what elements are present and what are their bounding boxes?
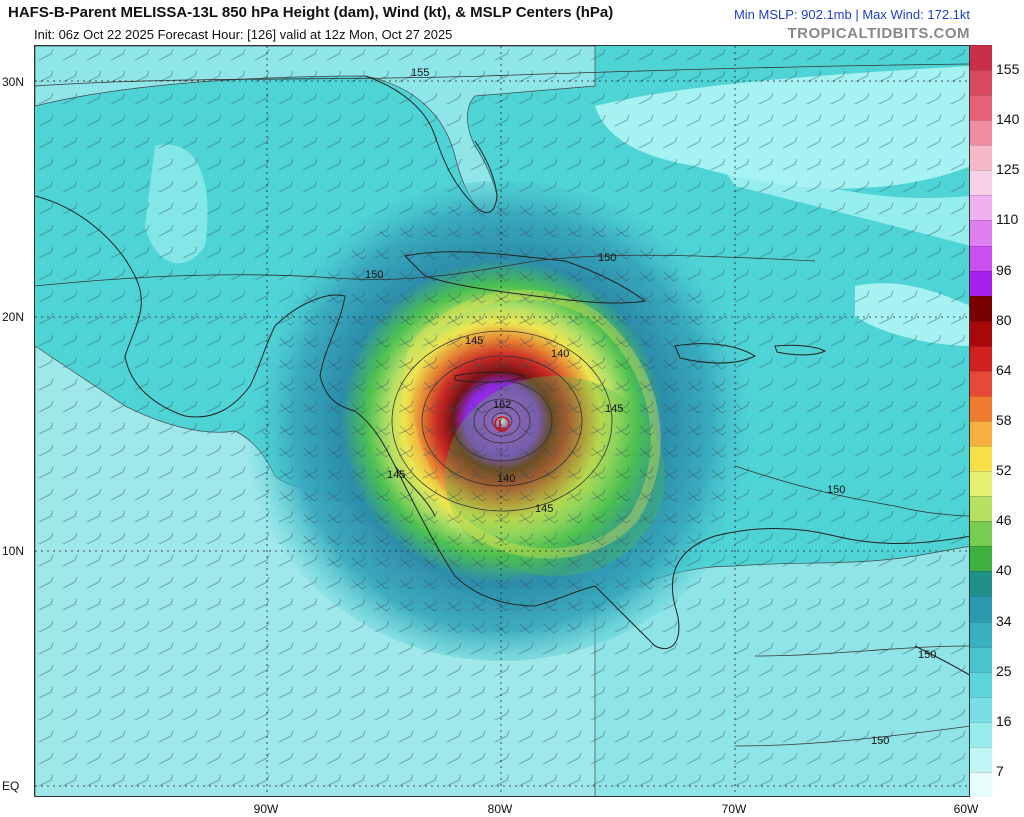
lat-label: EQ	[2, 779, 20, 793]
colorbar-segment	[970, 746, 992, 772]
lon-label: 80W	[487, 802, 513, 816]
contour-label: 140	[551, 348, 569, 360]
contour-label: 145	[465, 335, 483, 347]
lat-label: 20N	[2, 310, 25, 324]
colorbar-segment	[970, 721, 992, 747]
colorbar-segment	[970, 220, 992, 246]
colorbar-label: 40	[996, 562, 1012, 579]
contour-label: 162	[493, 399, 511, 411]
colorbar-label: 64	[996, 361, 1012, 378]
coastlines	[35, 75, 969, 676]
lon-label: 90W	[253, 802, 279, 816]
colorbar-segment	[970, 345, 992, 371]
colorbar-label: 7	[996, 762, 1004, 779]
lat-label: 10N	[2, 544, 25, 558]
colorbar-label: 52	[996, 462, 1012, 479]
colorbar-segment	[970, 195, 992, 221]
map-canvas: L 155 150 150 150 150 150 145 145 145 14…	[35, 46, 969, 796]
colorbar-segment	[970, 771, 992, 797]
colorbar-label: 80	[996, 311, 1012, 328]
colorbar-segment	[970, 496, 992, 522]
colorbar-segment	[970, 696, 992, 722]
colorbar-label: 96	[996, 261, 1012, 278]
colorbar-label: 46	[996, 512, 1012, 529]
contour-label: 145	[535, 503, 553, 515]
colorbar-segment	[970, 95, 992, 121]
colorbar-segment	[970, 621, 992, 647]
colorbar-segment	[970, 446, 992, 472]
site-credit: TROPICALTIDBITS.COM	[787, 25, 970, 42]
chart-subtitle: Init: 06z Oct 22 2025 Forecast Hour: [12…	[34, 27, 453, 42]
contour-label: 145	[387, 469, 405, 481]
contour-label: 150	[598, 252, 616, 264]
colorbar-segment	[970, 596, 992, 622]
colorbar-segment	[970, 295, 992, 321]
colorbar-label: 34	[996, 612, 1012, 629]
colorbar-label: 155	[996, 61, 1020, 78]
colorbar-segment	[970, 671, 992, 697]
colorbar-segment	[970, 245, 992, 271]
low-pressure-marker: L	[494, 416, 510, 432]
lon-label: 70W	[721, 802, 747, 816]
colorbar-label: 25	[996, 662, 1012, 679]
grid-lines	[35, 46, 969, 796]
contour-label: 150	[827, 484, 845, 496]
colorbar-segment	[970, 170, 992, 196]
lon-label: 60W	[953, 802, 979, 816]
colorbar-segment	[970, 370, 992, 396]
colorbar-segment	[970, 646, 992, 672]
weather-map: L 155 150 150 150 150 150 145 145 145 14…	[34, 45, 970, 797]
colorbar-label: 58	[996, 412, 1012, 428]
low-center-label: L	[498, 417, 506, 432]
colorbar-label: 125	[996, 161, 1020, 178]
storm-wind-barbs	[262, 201, 742, 641]
contour-label: 145	[605, 403, 623, 415]
chart-title: HAFS-B-Parent MELISSA-13L 850 hPa Height…	[8, 4, 614, 21]
colorbar-segment	[970, 70, 992, 96]
colorbar-label: 110	[996, 211, 1019, 228]
colorbar-segment	[970, 120, 992, 146]
contour-label: 140	[497, 473, 515, 485]
colorbar-segment	[970, 571, 992, 597]
contour-label: 150	[365, 269, 383, 281]
colorbar-segment	[970, 421, 992, 447]
colorbar-label: 140	[996, 111, 1020, 128]
colorbar-segment	[970, 546, 992, 572]
colorbar-segment	[970, 320, 992, 346]
contour-label: 155	[411, 67, 429, 79]
lat-label: 30N	[2, 75, 25, 89]
contour-labels: 155 150 150 150 150 150 145 145 145 145 …	[365, 67, 936, 747]
contour-label: 150	[918, 649, 936, 661]
colorbar-segment	[970, 471, 992, 497]
colorbar-segment	[970, 145, 992, 171]
contour-label: 150	[871, 735, 889, 747]
colorbar-segment	[970, 45, 992, 71]
colorbar-segment	[970, 395, 992, 421]
colorbar-segment	[970, 270, 992, 296]
geopotential-contours	[35, 63, 969, 747]
wind-colorbar: 155 140 125 110 96 80 64 58 52 46 40 34 25 16 7	[970, 45, 1024, 797]
colorbar-label: 16	[996, 712, 1012, 729]
storm-stats: Min MSLP: 902.1mb | Max Wind: 172.1kt	[733, 7, 970, 22]
colorbar-segment	[970, 521, 992, 547]
